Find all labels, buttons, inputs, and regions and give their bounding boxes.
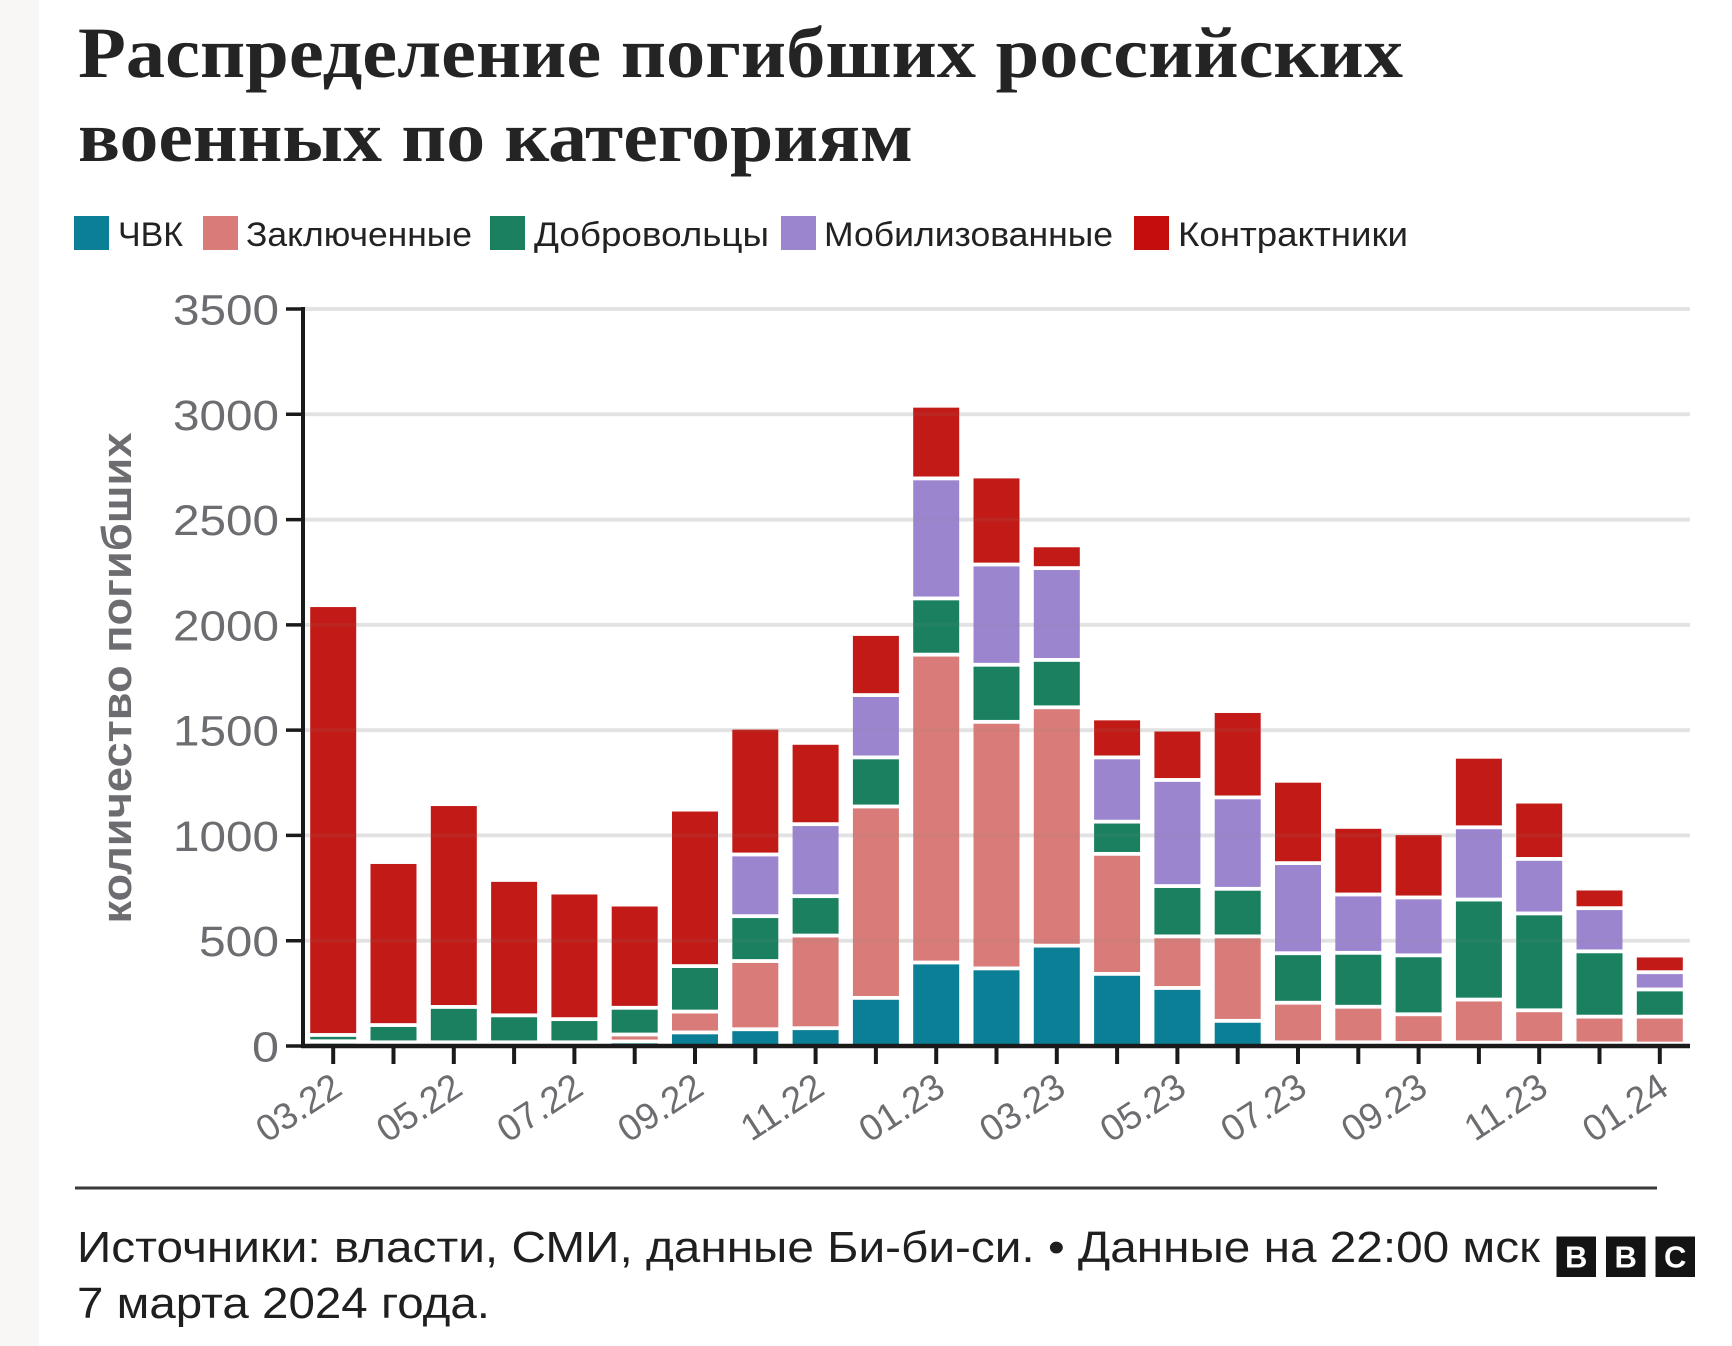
- svg-text:0: 0: [252, 1024, 279, 1072]
- svg-text:Мобилизованные: Мобилизованные: [824, 216, 1113, 254]
- svg-text:ЧВК: ЧВК: [118, 216, 183, 254]
- svg-text:1500: 1500: [173, 708, 279, 756]
- svg-text:Добровольцы: Добровольцы: [534, 216, 769, 254]
- svg-text:военных по категориям: военных по категориям: [78, 97, 913, 177]
- svg-text:B: B: [1615, 1240, 1637, 1275]
- svg-text:2500: 2500: [173, 497, 279, 545]
- svg-text:7 марта 2024 года.: 7 марта 2024 года.: [77, 1279, 490, 1328]
- svg-text:B: B: [1565, 1240, 1587, 1275]
- svg-text:количество погибших: количество погибших: [93, 432, 140, 924]
- svg-text:500: 500: [199, 918, 279, 966]
- svg-text:3000: 3000: [173, 392, 279, 440]
- svg-text:Контрактники: Контрактники: [1178, 216, 1408, 254]
- svg-text:Распределение погибших российс: Распределение погибших российских: [78, 13, 1403, 93]
- svg-text:2000: 2000: [173, 602, 279, 650]
- svg-text:3500: 3500: [173, 287, 279, 335]
- svg-text:Источники: власти, СМИ, данные: Источники: власти, СМИ, данные Би-би-си.…: [77, 1223, 1541, 1272]
- svg-text:1000: 1000: [173, 813, 279, 861]
- svg-text:C: C: [1664, 1240, 1686, 1275]
- svg-text:Заключенные: Заключенные: [246, 216, 472, 254]
